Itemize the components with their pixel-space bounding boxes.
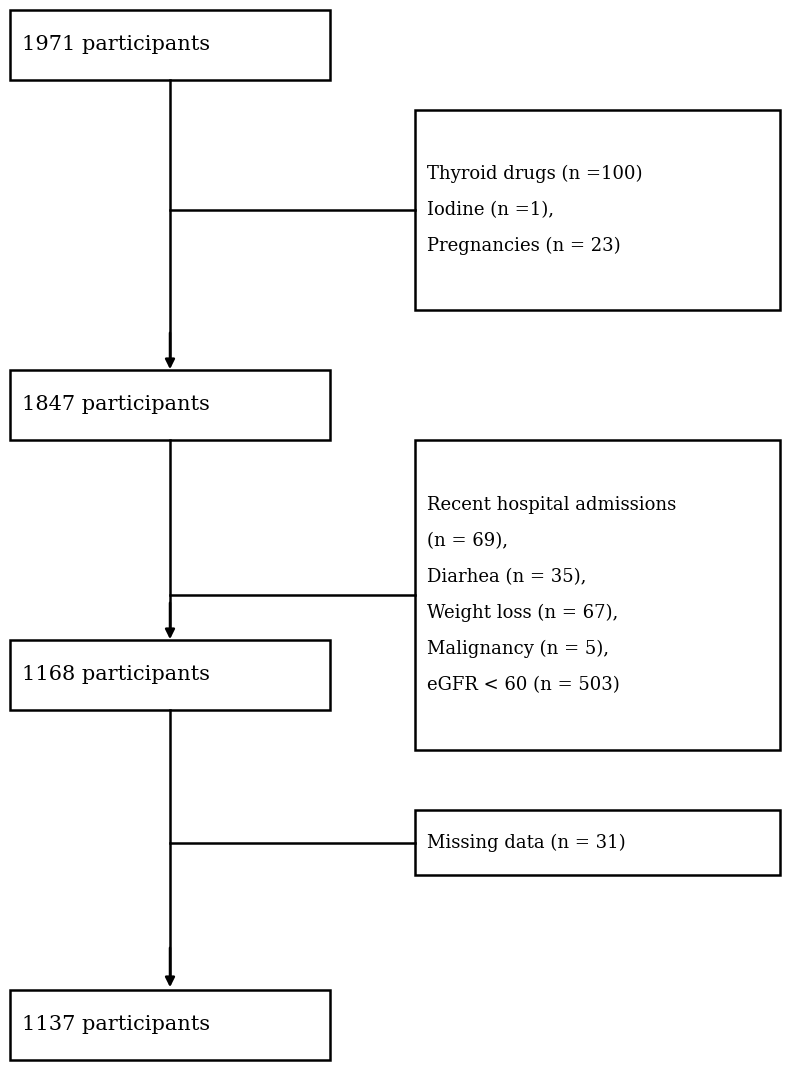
Bar [10, 10, 330, 80]
Bar [10, 640, 330, 710]
Text: 1168 participants: 1168 participants [22, 666, 210, 685]
Bar [415, 810, 780, 875]
Text: 1847 participants: 1847 participants [22, 396, 210, 414]
Text: Recent hospital admissions

(n = 69),

Diarhea (n = 35),

Weight loss (n = 67),
: Recent hospital admissions (n = 69), Dia… [427, 496, 676, 694]
Bar [10, 370, 330, 440]
Bar [415, 110, 780, 310]
Bar [415, 440, 780, 750]
Text: 1971 participants: 1971 participants [22, 36, 210, 54]
Bar [10, 990, 330, 1059]
Text: Thyroid drugs (n =100)

Iodine (n =1),

Pregnancies (n = 23): Thyroid drugs (n =100) Iodine (n =1), Pr… [427, 165, 642, 255]
Text: Missing data (n = 31): Missing data (n = 31) [427, 834, 626, 851]
Text: 1137 participants: 1137 participants [22, 1016, 210, 1034]
